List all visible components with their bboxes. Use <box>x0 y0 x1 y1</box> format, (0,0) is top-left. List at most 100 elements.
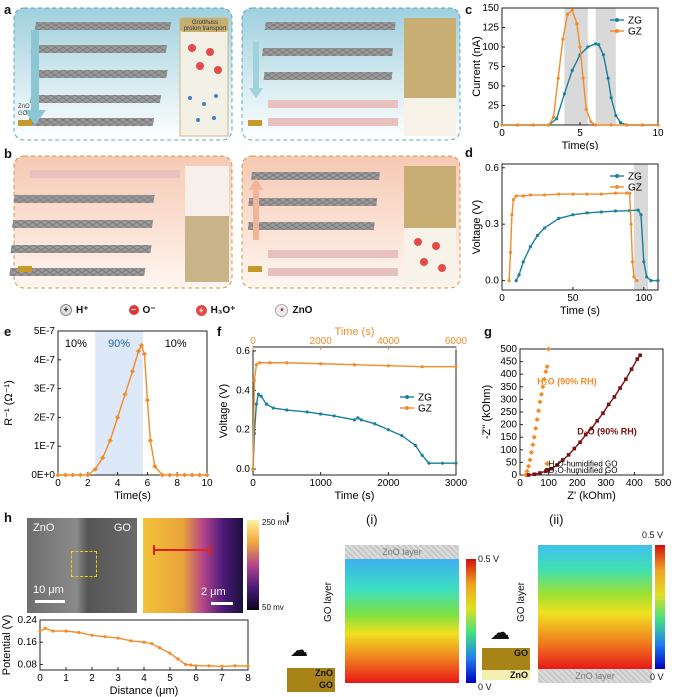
data-point <box>152 463 158 469</box>
data-point <box>585 192 589 196</box>
x2-axis-label: Time (s) <box>335 326 375 338</box>
x-tick-label: 1000 <box>310 478 333 489</box>
data-point <box>538 391 544 397</box>
y-tick-label: 100 <box>482 42 499 53</box>
data-point <box>618 386 622 390</box>
y-tick-label: 200 <box>500 420 517 431</box>
data-point <box>534 417 540 423</box>
data-point <box>632 275 636 279</box>
data-point <box>526 473 531 477</box>
zno-layer-top: ZnO layer <box>345 545 459 559</box>
y-tick-label: 0.3 <box>485 219 499 230</box>
series-line-gz <box>508 192 638 282</box>
data-point <box>561 37 565 41</box>
y-tick-label: 4E-7 <box>34 355 56 366</box>
x2-tick-label: 2000 <box>310 336 333 347</box>
legend-label: ZG <box>628 16 642 27</box>
x-tick-label: 2000 <box>377 478 400 489</box>
y-axis-label: Current (nA) <box>471 36 483 97</box>
y-tick-label: 0.6 <box>485 163 499 174</box>
panel-label-c: c <box>465 2 473 17</box>
proton-icon: + <box>60 304 72 316</box>
x2-tick-label: 6000 <box>445 336 468 347</box>
data-point <box>256 392 261 396</box>
data-point <box>319 362 323 366</box>
y-axis-label: Voltage (V) <box>218 384 230 438</box>
data-point <box>259 394 263 398</box>
scale-bar <box>35 600 65 603</box>
data-point <box>609 96 613 100</box>
y-tick-label: 75 <box>488 62 500 73</box>
data-point <box>268 361 272 365</box>
data-point <box>258 361 262 365</box>
x-tick-label: 0 <box>499 293 505 304</box>
annotation-d2o: D₂O (90% RH) <box>577 427 637 437</box>
data-point <box>526 463 532 469</box>
y-axis-label: R⁻¹ (Ω⁻¹) <box>3 380 15 426</box>
data-point <box>538 471 542 475</box>
data-point <box>624 377 628 382</box>
data-point <box>189 663 193 667</box>
device-icon <box>248 266 262 272</box>
y-axis-label: -Z'' (kOhm) <box>481 385 493 439</box>
data-point <box>589 120 593 124</box>
data-point <box>533 425 539 431</box>
x2-tick-label: 4000 <box>377 336 400 347</box>
data-point <box>585 211 589 215</box>
cbar-bottom-label: 50 mv <box>262 603 284 612</box>
panel-label-i: i <box>286 510 290 525</box>
data-point <box>571 213 575 217</box>
data-point <box>656 123 660 127</box>
data-point <box>420 365 424 369</box>
data-point <box>584 107 588 111</box>
x-tick-label: 8 <box>174 478 180 489</box>
data-point <box>332 414 336 418</box>
data-point <box>43 626 47 630</box>
arrow-down-icon <box>249 42 263 98</box>
chart-conductance: 0 2 4 6 8 10 0E+0 1E-7 2E-7 3E-7 4E-7 5E-7 Time(s) R⁻… <box>3 326 213 502</box>
data-point <box>167 472 173 478</box>
series-line-gz <box>252 362 456 470</box>
x2-tick-label: 0 <box>250 336 256 347</box>
panel-label-b: b <box>4 146 12 161</box>
data-point <box>51 629 55 633</box>
x-tick-label: 300 <box>597 478 614 489</box>
data-point <box>562 92 566 96</box>
data-point <box>542 193 547 197</box>
y-tick-label: 300 <box>500 394 517 405</box>
line-profile-tick <box>209 545 211 555</box>
chart-voltage-f: 0 1000 2000 3000 0.0 0.2 0.4 0.6 Time (s) Voltage… <box>218 326 468 502</box>
data-point <box>635 278 639 283</box>
data-point <box>612 395 617 399</box>
plot-frame <box>57 330 208 476</box>
data-point <box>642 260 646 264</box>
chart-nyquist: 0 100 200 300 400 500050100150200250300350400… <box>481 344 672 502</box>
cbar-bottom-i: 0 V <box>478 682 492 692</box>
schematic-illustration <box>9 7 461 289</box>
data-point <box>531 123 535 127</box>
device-icon <box>18 120 32 126</box>
y-tick-label: 350 <box>500 382 517 393</box>
data-point <box>373 422 377 426</box>
potential-map-i <box>345 559 459 683</box>
data-point <box>204 472 210 478</box>
panel-label-d: d <box>465 145 473 160</box>
data-point <box>594 123 598 127</box>
data-point <box>189 472 195 478</box>
data-point <box>511 198 515 202</box>
zno-molecule-icon: • <box>275 303 289 317</box>
data-point <box>570 8 574 12</box>
legend-label: O⁻ <box>142 304 156 316</box>
y-tick-label: 150 <box>482 3 499 14</box>
x-tick-label: 4 <box>141 673 147 684</box>
x-tick-label: 0 <box>37 673 43 684</box>
data-point <box>516 123 520 127</box>
zno-layer-bottom: ZnO layer <box>538 669 652 683</box>
data-point <box>507 278 511 283</box>
x-tick-label: 0 <box>250 478 256 489</box>
series-line-zg <box>252 393 456 470</box>
data-point <box>510 213 514 217</box>
data-point <box>639 213 643 217</box>
data-point <box>514 194 518 198</box>
